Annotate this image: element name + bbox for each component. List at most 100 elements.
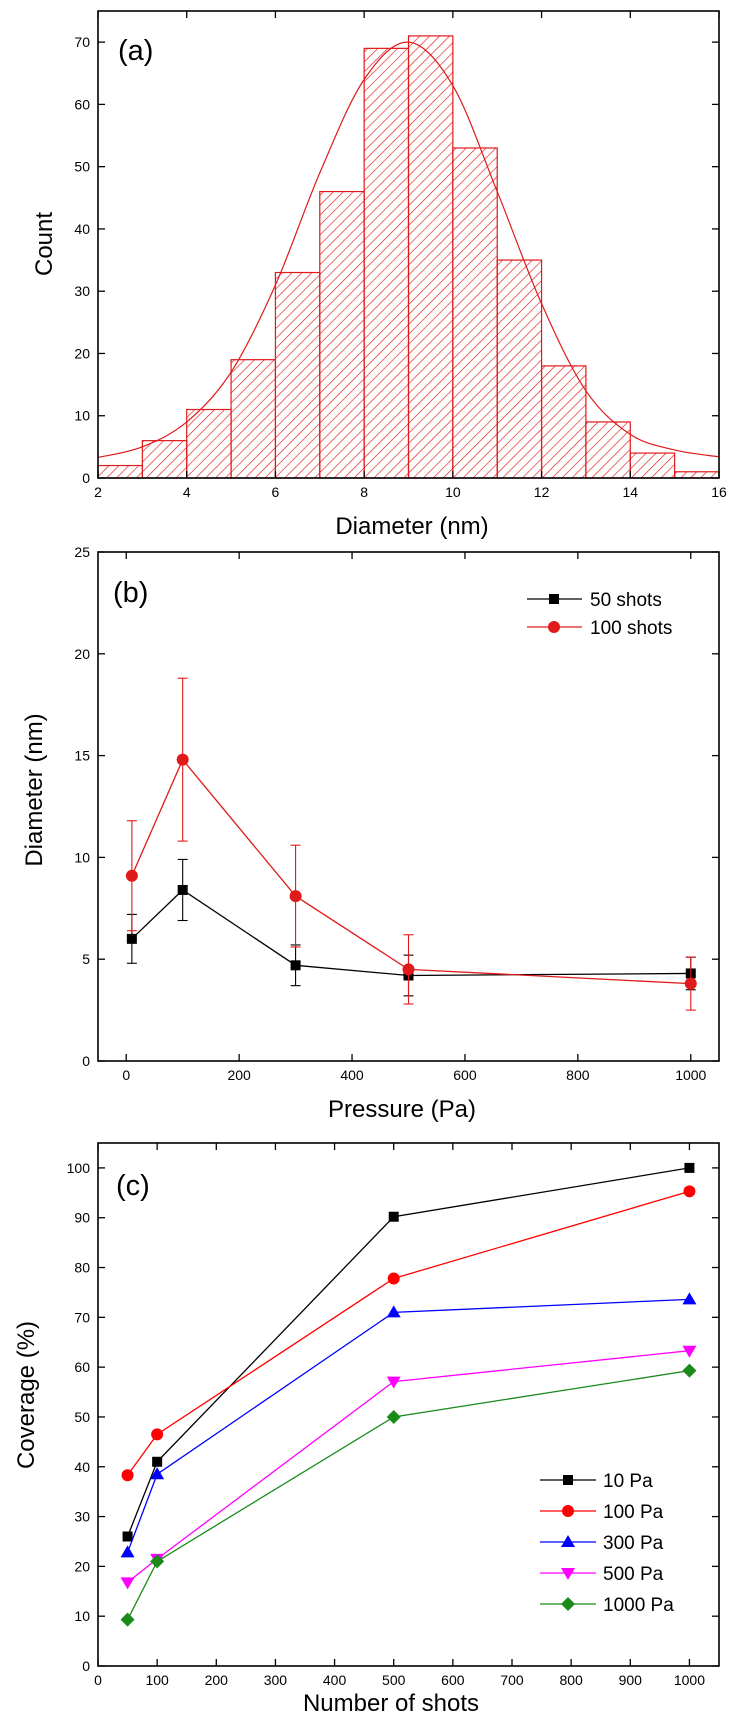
histogram-bar: [319, 190, 365, 479]
x-tick-label-a: 12: [534, 484, 550, 500]
x-tick-label-b: 1000: [675, 1067, 706, 1083]
y-tick-label-a: 20: [74, 345, 90, 361]
legend-label-c: 100 Pa: [603, 1502, 664, 1523]
series-line-c: [126, 1167, 690, 1537]
y-tick-label-c: 80: [74, 1260, 90, 1276]
y-tick-label-c: 60: [74, 1359, 90, 1375]
data-point-c: [386, 1305, 401, 1318]
histogram-bar: [363, 47, 410, 479]
legend-b: 50 shots 100 shots: [527, 590, 672, 639]
x-tick-label-a: 14: [622, 484, 638, 500]
y-tick-label-c: 30: [74, 1509, 90, 1525]
legend-marker-b: [549, 594, 559, 604]
x-tick-label-c: 600: [441, 1672, 465, 1688]
y-tick-label-b: 15: [74, 748, 90, 764]
series-line-c: [127, 1190, 690, 1476]
panel-label-a: (a): [118, 35, 153, 67]
data-point-b: [125, 869, 138, 882]
gaussian-fit-curve: [97, 41, 720, 459]
axes-b: 0 200 400 600 800 1000 0 5 10 15 20 25: [74, 544, 719, 1083]
histogram-bar: [496, 259, 543, 479]
data-point-c: [682, 1363, 697, 1378]
data-point-c: [682, 1345, 697, 1358]
y-tick-label-b: 25: [74, 544, 90, 560]
histogram-bar: [230, 359, 277, 479]
legend-label-c: 300 Pa: [603, 1533, 664, 1554]
y-tick-label-c: 90: [74, 1210, 90, 1226]
panel-label-b: (b): [113, 577, 148, 609]
data-point-c: [122, 1531, 133, 1542]
data-point-c: [151, 1428, 164, 1441]
series-line-c: [126, 1298, 690, 1553]
x-tick-label-c: 500: [382, 1672, 406, 1688]
data-point-c: [152, 1456, 163, 1467]
histogram-bar: [141, 440, 188, 479]
x-tick-label-c: 0: [94, 1672, 102, 1688]
y-tick-label-a: 40: [74, 221, 90, 237]
x-tick-label-a: 2: [94, 484, 102, 500]
y-axis-label-b: Diameter (nm): [21, 713, 48, 866]
data-point-b: [126, 933, 137, 944]
x-axis-label-c: Number of shots: [303, 1690, 479, 1713]
data-point-b: [289, 890, 302, 903]
plot-frame-a: [97, 10, 720, 479]
histogram-bar: [585, 421, 631, 479]
y-tick-label-b: 10: [74, 849, 90, 865]
x-tick-label-b: 200: [227, 1067, 251, 1083]
y-tick-label-a: 0: [82, 470, 90, 486]
data-point-c: [683, 1185, 696, 1198]
x-tick-label-a: 6: [272, 484, 280, 500]
histogram-bar: [629, 452, 676, 479]
data-point-c: [120, 1577, 135, 1590]
histogram-panel-a: 2 4 6 8 10 12 14 16 0 10 20 30 40 50 60 70 (a) Diameter…: [31, 10, 727, 540]
y-tick-label-c: 40: [74, 1459, 90, 1475]
x-tick-label-b: 600: [453, 1067, 477, 1083]
panel-label-c: (c): [116, 1170, 150, 1202]
line-panel-b: 0 200 400 600 800 1000 0 5 10 15 20 25 50 shots 100 …: [21, 544, 720, 1123]
x-tick-label-c: 1000: [674, 1672, 705, 1688]
data-point-c: [150, 1467, 165, 1480]
histogram-bars: [97, 35, 720, 479]
x-tick-label-a: 4: [183, 484, 191, 500]
data-point-c: [120, 1545, 135, 1558]
x-tick-label-c: 200: [205, 1672, 229, 1688]
x-tick-label-c: 100: [145, 1672, 169, 1688]
histogram-bar: [186, 408, 232, 479]
y-tick-label-c: 70: [74, 1309, 90, 1325]
series-line-b: [131, 758, 691, 985]
x-tick-label-c: 300: [264, 1672, 288, 1688]
y-tick-label-c: 0: [82, 1658, 90, 1674]
y-tick-label-c: 20: [74, 1558, 90, 1574]
y-tick-label-a: 60: [74, 96, 90, 112]
data-point-b: [290, 960, 301, 971]
y-tick-label-a: 70: [74, 34, 90, 50]
legend-label-c: 10 Pa: [603, 1471, 653, 1492]
y-tick-label-b: 0: [82, 1053, 90, 1069]
x-tick-label-c: 800: [559, 1672, 583, 1688]
x-tick-label-b: 0: [122, 1067, 130, 1083]
y-axis-label-c: Coverage (%): [13, 1321, 40, 1469]
plot-frame-c: [97, 1142, 720, 1667]
y-tick-label-c: 50: [74, 1409, 90, 1425]
histogram-bar: [674, 471, 720, 479]
data-point-b: [176, 753, 189, 766]
x-tick-label-a: 16: [711, 484, 727, 500]
series-c: [120, 1162, 697, 1627]
series-b: [125, 677, 697, 1011]
legend-label-c: 500 Pa: [603, 1564, 664, 1585]
legend-label-b: 50 shots: [590, 590, 662, 611]
legend-marker-c: [562, 1505, 574, 1517]
data-point-c: [387, 1272, 400, 1285]
data-point-c: [120, 1612, 135, 1627]
legend-label-c: 1000 Pa: [603, 1595, 674, 1616]
axes-c: 0 100 200 300 400 500 600 700 800 900 1000 0 10 20 30 4…: [67, 1143, 719, 1688]
x-tick-label-c: 700: [500, 1672, 524, 1688]
y-tick-label-c: 10: [74, 1608, 90, 1624]
x-tick-label-b: 400: [340, 1067, 364, 1083]
data-point-c: [682, 1292, 697, 1305]
series-line-c: [127, 1350, 690, 1583]
line-panel-c: 0 100 200 300 400 500 600 700 800 900 1000 0 10 20 30 4…: [13, 1142, 720, 1717]
data-point-b: [177, 884, 188, 895]
y-tick-label-a: 30: [74, 283, 90, 299]
